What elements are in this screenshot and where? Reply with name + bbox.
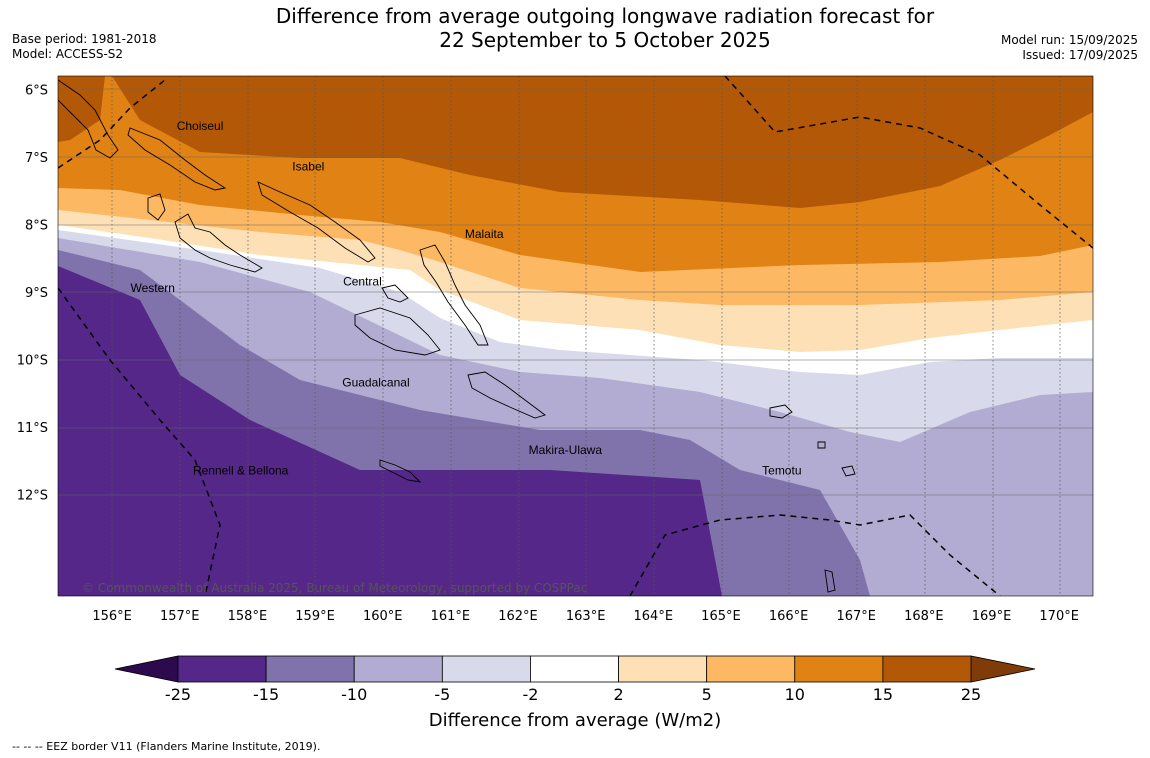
lon-tick-label: 161°E <box>431 609 471 624</box>
colorbar-tick-label: -25 <box>165 685 191 704</box>
colorbar-tick-label: 10 <box>785 685 805 704</box>
lon-tick-label: 158°E <box>228 609 268 624</box>
eez-border-png-north <box>58 79 166 169</box>
lat-tick-label: 7°S <box>25 151 48 166</box>
lon-tick-label: 159°E <box>295 609 335 624</box>
lon-tick-label: 162°E <box>498 609 538 624</box>
title-line-2: 22 September to 5 October 2025 <box>439 28 771 52</box>
lon-tick-label: 164°E <box>634 609 674 624</box>
province-label-western: Western <box>130 281 174 295</box>
colorbar-segment <box>530 655 619 683</box>
model-run: Model run: 15/09/2025 <box>1000 33 1138 47</box>
map-area <box>58 76 1093 596</box>
latitude-lines <box>58 88 1093 496</box>
band-15-25 <box>112 76 1093 208</box>
province-label-guadalcanal: Guadalcanal <box>342 376 409 390</box>
lon-tick-label: 169°E <box>972 609 1012 624</box>
vanikoro <box>817 441 826 449</box>
colorbar-tick-label: -2 <box>522 685 538 704</box>
bougainville-island <box>58 79 119 159</box>
colorbar-segment <box>353 655 443 683</box>
base-period: Base period: 1981-2018 <box>12 32 157 46</box>
choiseul-island <box>127 127 227 191</box>
colorbar-label: Difference from average (W/m2) <box>429 710 721 731</box>
lon-tick-label: 163°E <box>566 609 606 624</box>
lat-tick-label: 8°S <box>25 219 48 234</box>
province-label-temotu: Temotu <box>762 463 801 477</box>
colorbar-segment <box>706 655 796 683</box>
colorbar-segment <box>794 655 884 683</box>
province-label-malaita: Malaita <box>465 227 504 241</box>
colorbar-ticks: -25 -15 -10 -5 -2 2 5 10 15 25 <box>165 685 981 704</box>
florida-islands <box>381 284 409 303</box>
colorbar <box>114 655 1036 683</box>
colorbar-over-arrow <box>970 655 1036 683</box>
model-info: Base period: 1981-2018 Model: ACCESS-S2 <box>12 32 157 62</box>
eez-borders <box>58 76 1093 596</box>
lon-tick-label: 166°E <box>769 609 809 624</box>
makira-island <box>467 371 546 419</box>
tikopia <box>824 569 836 593</box>
lon-tick-label: 167°E <box>836 609 876 624</box>
coastlines <box>58 79 856 593</box>
lat-tick-label: 12°S <box>17 489 48 504</box>
lat-tick-label: 9°S <box>25 286 48 301</box>
eez-border-north-east <box>724 76 1093 249</box>
lat-tick-label: 10°S <box>17 354 48 369</box>
colorbar-tick-label: 15 <box>873 685 893 704</box>
colorbar-segment <box>177 655 267 683</box>
colorbar-tick-label: -10 <box>341 685 367 704</box>
province-label-isabel: Isabel <box>292 160 324 174</box>
province-label-rennell-bellona: Rennell & Bellona <box>193 463 289 477</box>
lon-tick-label: 160°E <box>363 609 403 624</box>
colorbar-tick-label: -5 <box>434 685 450 704</box>
temotu-islet <box>841 465 856 477</box>
province-label-makira-ulawa: Makira-Ulawa <box>529 443 603 457</box>
colorbar-segment <box>265 655 355 683</box>
lon-tick-label: 168°E <box>904 609 944 624</box>
colorbar-tick-label: 2 <box>613 685 623 704</box>
issued-date: Issued: 17/09/2025 <box>1022 48 1138 62</box>
lon-tick-label: 170°E <box>1039 609 1079 624</box>
colorbar-tick-label: 25 <box>961 685 981 704</box>
colorbar-segment <box>441 655 531 683</box>
rennell-island <box>379 459 422 483</box>
lat-tick-label: 11°S <box>17 421 48 436</box>
colorbar-under-arrow <box>114 655 179 683</box>
eez-border-south-east <box>629 514 1001 596</box>
lon-tick-label: 165°E <box>701 609 741 624</box>
malaita-island <box>419 244 489 346</box>
province-labels: Choiseul Isabel Malaita Central Western Guada… <box>130 119 801 477</box>
isabel-island <box>257 181 376 263</box>
vella-lavella <box>147 193 166 221</box>
eez-border-west <box>58 287 221 596</box>
latitude-labels: 6°S 7°S 8°S 9°S 10°S 11°S 12°S <box>17 84 48 504</box>
province-label-central: Central <box>343 274 382 288</box>
band-15-25-left <box>58 76 105 142</box>
colorbar-segment <box>618 655 708 683</box>
lon-tick-label: 157°E <box>160 609 200 624</box>
colorbar-segment <box>882 655 972 683</box>
province-label-choiseul: Choiseul <box>177 119 224 133</box>
run-info: Model run: 15/09/2025 Issued: 17/09/2025 <box>1001 33 1138 63</box>
new-georgia-islands <box>174 213 263 273</box>
lon-tick-label: 156°E <box>92 609 132 624</box>
copyright-notice: © Commonwealth of Australia 2025, Bureau… <box>82 581 587 595</box>
model-name: Model: ACCESS-S2 <box>12 47 124 61</box>
colorbar-tick-label: -15 <box>253 685 279 704</box>
map-figure: Choiseul Isabel Malaita Central Western Guada… <box>17 75 1094 731</box>
map-frame <box>57 75 1094 597</box>
chart-title: Difference from average outgoing longwav… <box>230 4 980 52</box>
eez-footnote: -- -- -- EEZ border V11 (Flanders Marine… <box>12 740 321 753</box>
title-line-1: Difference from average outgoing longwav… <box>275 4 935 28</box>
longitude-labels: 156°E 157°E 158°E 159°E 160°E 161°E 162°E 163°E… <box>92 609 1079 624</box>
graticule <box>111 76 1061 596</box>
guadalcanal-island <box>354 307 441 356</box>
colorbar-tick-label: 5 <box>702 685 712 704</box>
santa-cruz-islands <box>769 404 793 419</box>
lat-tick-label: 6°S <box>25 84 48 99</box>
